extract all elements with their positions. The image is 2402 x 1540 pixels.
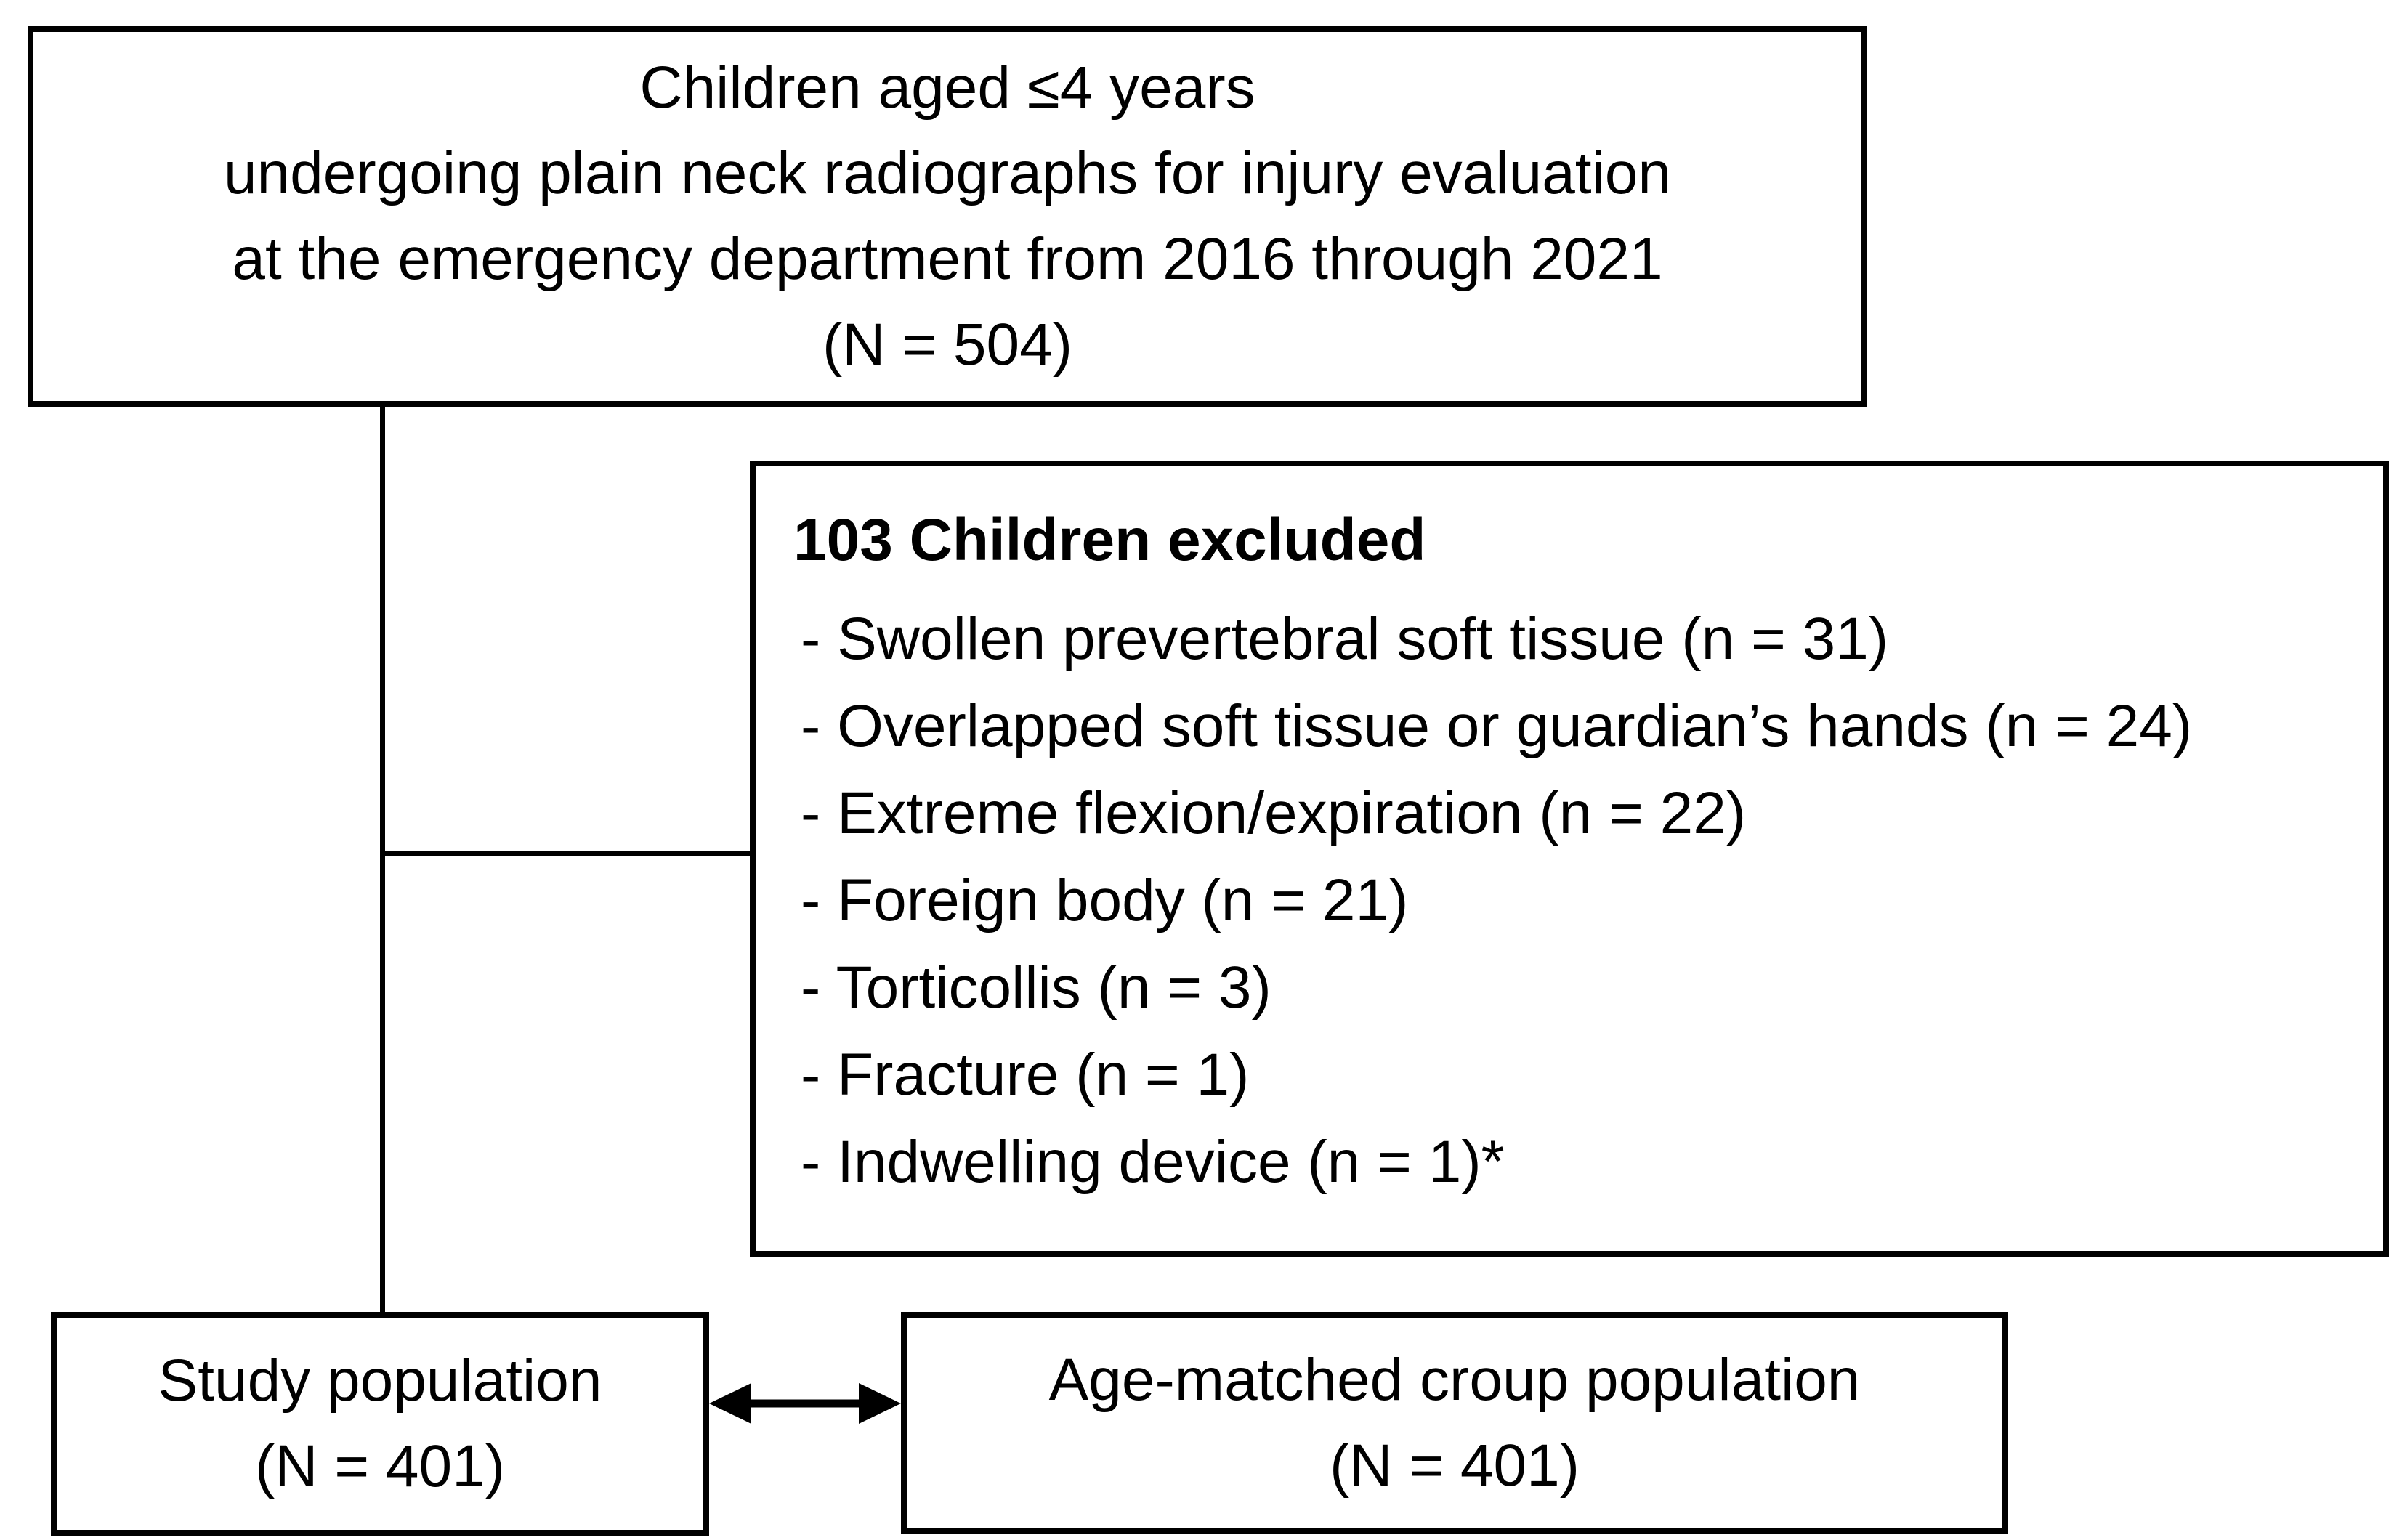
exclusion-item: - Swollen prevertebral soft tissue (n = … — [801, 606, 1889, 672]
exclusion-item: - Extreme flexion/expiration (n = 22) — [801, 780, 1747, 846]
horizontal-connector-line — [385, 851, 750, 856]
exclusion-item: - Fracture (n = 1) — [801, 1042, 1250, 1108]
exclusion-title: 103 Children excluded — [793, 507, 1426, 573]
eligible-population-count: (N = 504) — [822, 312, 1073, 378]
vertical-connector-line — [380, 407, 385, 1313]
study-population-box: Study population (N = 401) — [51, 1312, 709, 1536]
double-headed-arrow-icon — [709, 1374, 901, 1432]
croup-population-box: Age-matched croup population (N = 401) — [901, 1312, 2008, 1534]
eligible-population-line: undergoing plain neck radiographs for in… — [223, 140, 1672, 206]
eligible-population-box: Children aged ≤4 years undergoing plain … — [28, 26, 1867, 407]
croup-population-count: (N = 401) — [1329, 1432, 1580, 1499]
croup-population-label: Age-matched croup population — [1048, 1347, 1861, 1413]
study-population-label: Study population — [158, 1348, 602, 1414]
exclusion-item: - Foreign body (n = 21) — [801, 867, 1409, 933]
exclusion-box: 103 Children excluded - Swollen preverte… — [750, 461, 2389, 1257]
eligible-population-line: at the emergency department from 2016 th… — [232, 226, 1663, 292]
exclusion-item: - Overlapped soft tissue or guardian’s h… — [801, 693, 2193, 759]
study-population-count: (N = 401) — [254, 1433, 506, 1499]
exclusion-item: - Torticollis (n = 3) — [801, 955, 1271, 1021]
eligible-population-line: Children aged ≤4 years — [639, 54, 1255, 121]
exclusion-item: - Indwelling device (n = 1)* — [801, 1129, 1505, 1195]
